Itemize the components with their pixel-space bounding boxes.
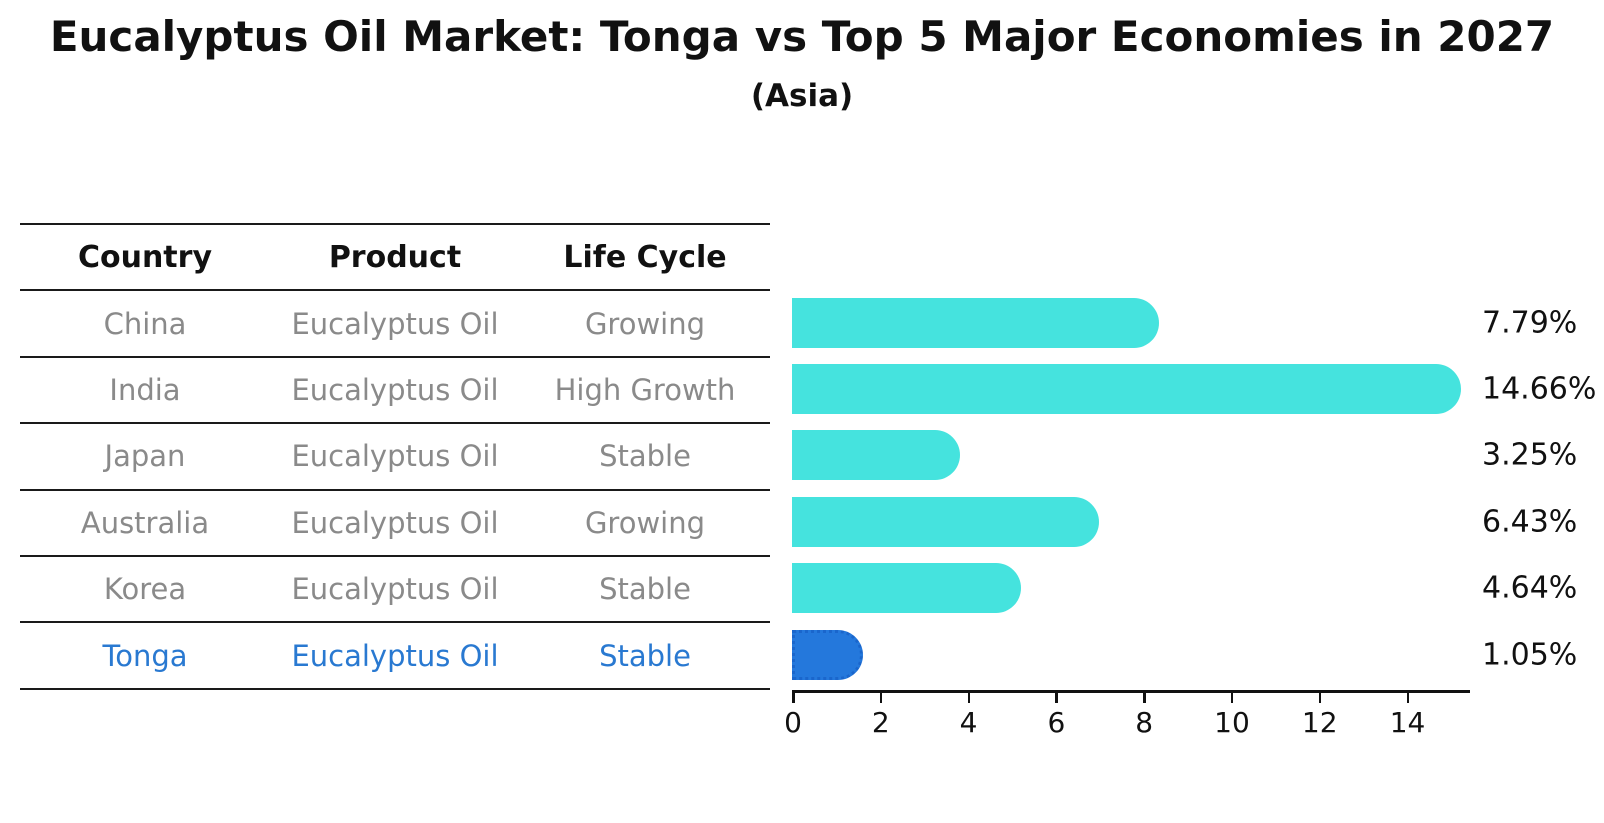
value-label-australia: 6.43%	[1482, 504, 1578, 540]
x-axis-tick-label-10: 10	[1214, 706, 1250, 739]
table-row-korea: Korea Eucalyptus Oil Stable	[20, 554, 770, 621]
table-header-row: Country Product Life Cycle	[20, 223, 770, 289]
x-axis-tick-6	[1055, 692, 1058, 703]
x-axis-tick-label-2: 2	[871, 706, 890, 739]
table-row-china: China Eucalyptus Oil Growing	[20, 289, 770, 355]
x-axis-tick-label-14: 14	[1389, 706, 1426, 739]
australia-life-cycle-cell: Growing	[584, 505, 706, 540]
value-label-india: 14.66%	[1482, 371, 1597, 407]
bar-tonga	[792, 629, 864, 680]
japan-life-cycle-cell: Stable	[599, 439, 691, 474]
x-axis-line	[792, 690, 1470, 693]
x-axis-tick-label-4: 4	[959, 706, 978, 739]
value-label-korea: 4.64%	[1482, 570, 1578, 606]
x-axis-tick-label-8: 8	[1135, 706, 1154, 739]
chart-subtitle: (Asia)	[750, 78, 854, 114]
table-row-japan: Japan Eucalyptus Oil Stable	[20, 422, 770, 488]
bar-japan	[792, 430, 960, 481]
china-country-cell: China	[103, 306, 187, 341]
value-label-tonga: 1.05%	[1482, 637, 1578, 673]
table-row-australia: Australia Eucalyptus Oil Growing	[20, 488, 770, 555]
x-axis-tick-0	[792, 692, 795, 703]
value-label-china: 7.79%	[1482, 305, 1578, 341]
india-country-cell: India	[109, 372, 181, 407]
column-header-life-cycle: Life Cycle	[563, 239, 727, 275]
x-axis-tick-2	[879, 692, 883, 703]
column-header-country: Country	[77, 239, 213, 275]
korea-life-cycle-cell: Stable	[599, 572, 691, 607]
australia-country-cell: Australia	[80, 505, 210, 540]
tonga-life-cycle-cell: Stable	[599, 638, 691, 673]
x-axis-tick-14	[1406, 692, 1410, 703]
india-product-cell: Eucalyptus Oil	[291, 372, 499, 407]
tonga-country-cell: Tonga	[102, 638, 188, 673]
bar-china	[792, 297, 1159, 348]
x-axis-tick-label-6: 6	[1047, 706, 1066, 739]
value-label-japan: 3.25%	[1482, 437, 1578, 473]
x-axis-tick-label-12: 12	[1301, 706, 1338, 739]
tonga-product-cell: Eucalyptus Oil	[291, 638, 499, 673]
bar-australia	[792, 496, 1100, 547]
x-axis-tick-12	[1318, 692, 1322, 703]
japan-country-cell: Japan	[104, 439, 186, 474]
x-axis-tick-4	[967, 692, 971, 703]
korea-country-cell: Korea	[103, 572, 187, 607]
x-axis-tick-label-0: 0	[784, 706, 802, 739]
bar-korea	[792, 563, 1021, 614]
bar-india	[792, 364, 1461, 414]
india-life-cycle-cell: High Growth	[554, 372, 736, 407]
x-axis-tick-10	[1230, 692, 1234, 703]
korea-product-cell: Eucalyptus Oil	[291, 572, 499, 607]
table-row-india: India Eucalyptus Oil High Growth	[20, 355, 770, 422]
chart-title: Eucalyptus Oil Market: Tonga vs Top 5 Ma…	[49, 12, 1555, 61]
x-axis-tick-8	[1143, 692, 1146, 703]
table-row-tonga: Tonga Eucalyptus Oil Stable	[20, 621, 770, 687]
column-header-product: Product	[328, 239, 462, 275]
country-table: Country Product Life Cycle China Eucalyptus …	[20, 223, 770, 690]
japan-product-cell: Eucalyptus Oil	[291, 439, 499, 474]
china-life-cycle-cell: Growing	[584, 306, 706, 341]
china-product-cell: Eucalyptus Oil	[291, 306, 499, 341]
australia-product-cell: Eucalyptus Oil	[291, 505, 499, 540]
